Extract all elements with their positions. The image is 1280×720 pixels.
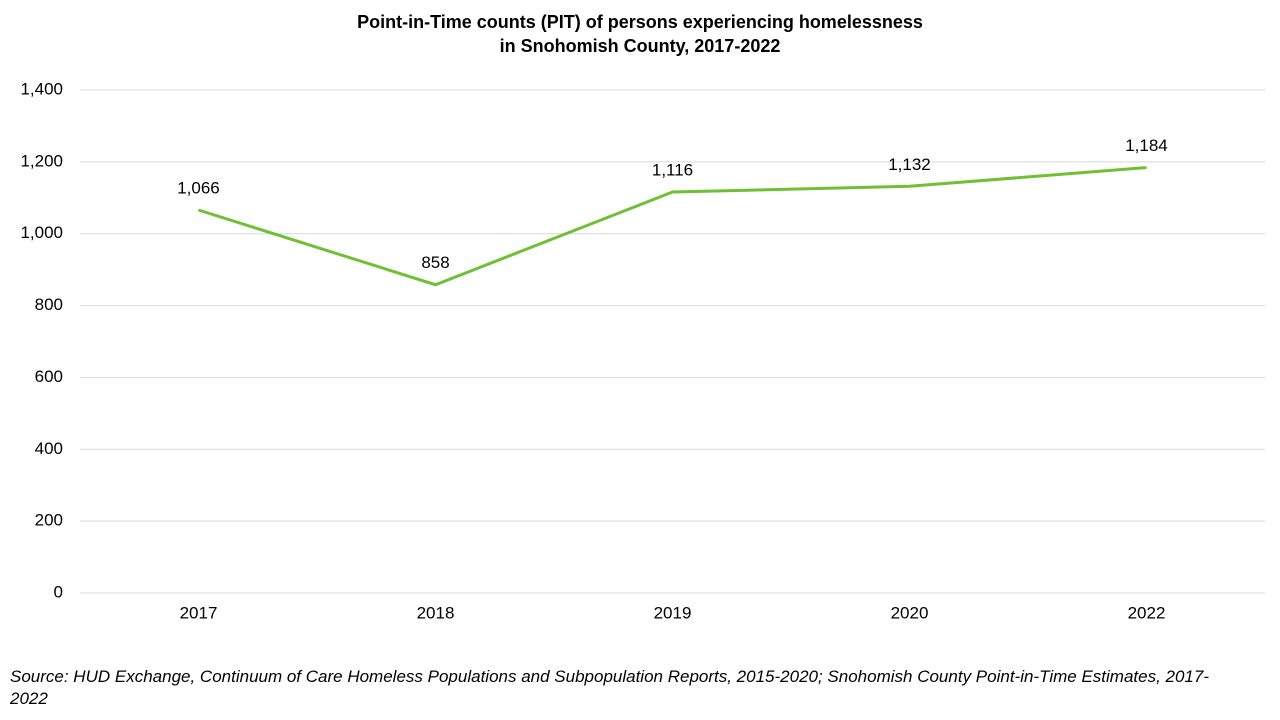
y-tick-label: 800	[35, 295, 63, 314]
x-tick-label: 2017	[180, 603, 218, 622]
y-tick-label: 200	[35, 511, 63, 530]
chart-title: Point-in-Time counts (PIT) of persons ex…	[357, 12, 923, 32]
x-tick-label: 2019	[654, 603, 692, 622]
y-tick-label: 1,400	[20, 79, 63, 98]
data-line	[198, 166, 1147, 287]
x-tick-label: 2022	[1128, 603, 1166, 622]
data-label: 1,132	[888, 155, 931, 174]
data-label: 1,116	[652, 161, 693, 180]
data-label: 1,066	[177, 178, 220, 197]
data-label: 1,184	[1125, 136, 1168, 155]
y-tick-label: 600	[35, 367, 63, 386]
y-tick-label: 1,000	[20, 223, 63, 242]
y-tick-label: 0	[54, 582, 63, 601]
data-label: 858	[421, 253, 449, 272]
x-tick-label: 2018	[417, 603, 455, 622]
source-note: Source: HUD Exchange, Continuum of Care …	[10, 667, 1209, 708]
y-tick-label: 1,200	[20, 151, 63, 170]
chart-title: in Snohomish County, 2017-2022	[500, 36, 781, 56]
y-tick-label: 400	[35, 439, 63, 458]
x-tick-label: 2020	[891, 603, 929, 622]
